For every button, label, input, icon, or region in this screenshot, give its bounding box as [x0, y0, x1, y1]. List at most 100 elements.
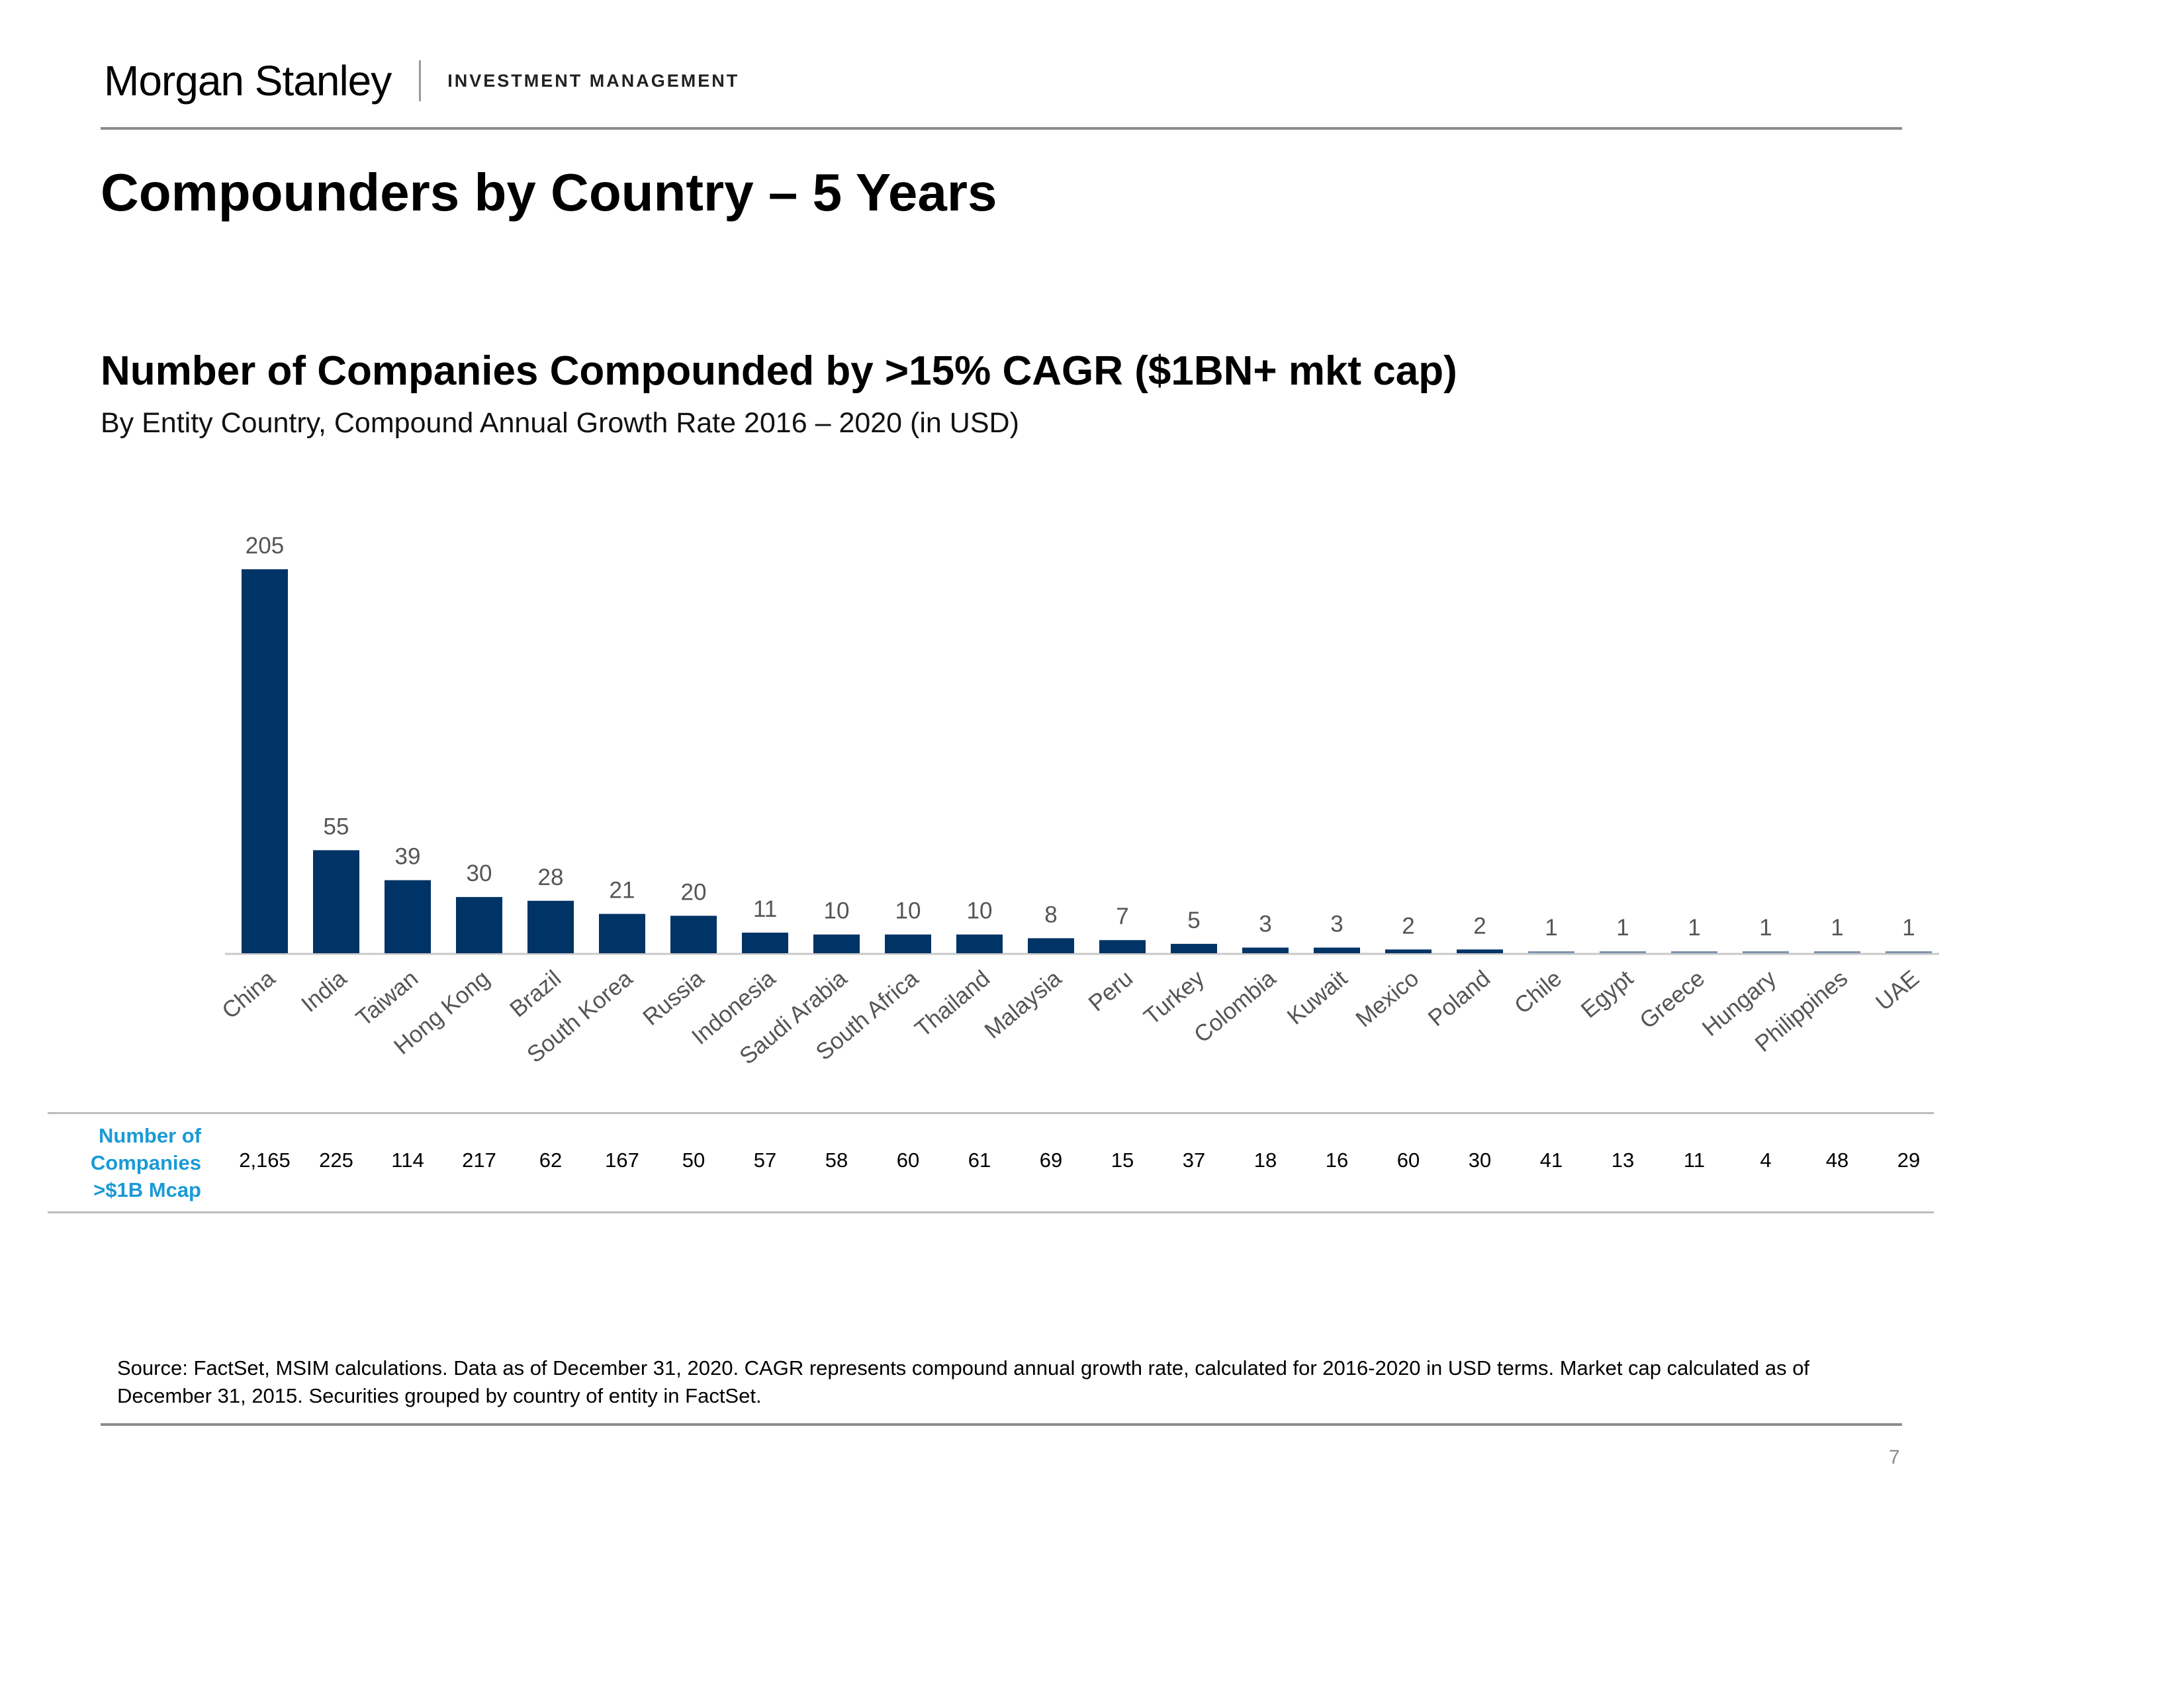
data-label: 7: [1116, 904, 1128, 929]
table-cell: 61: [968, 1149, 991, 1172]
data-label: 39: [395, 844, 421, 870]
data-label: 10: [967, 898, 993, 924]
table-cell: 15: [1111, 1149, 1134, 1172]
table-cell: 114: [391, 1149, 424, 1172]
data-label: 2: [1473, 913, 1486, 939]
data-label: 5: [1187, 908, 1200, 933]
data-label: 1: [1902, 915, 1915, 941]
table-row-label: Number of Companies >$1B Mcap: [91, 1122, 201, 1203]
bar: [385, 880, 431, 953]
table-cell: 60: [896, 1149, 920, 1172]
table-cell: 16: [1325, 1149, 1349, 1172]
x-tick-label: Egypt: [1576, 965, 1639, 1023]
data-label: 1: [1616, 915, 1629, 941]
table-cell: 37: [1182, 1149, 1206, 1172]
x-tick-label: Thailand: [910, 965, 995, 1042]
table-cell: 57: [753, 1149, 777, 1172]
bar: [313, 850, 359, 953]
bar: [599, 914, 645, 953]
footer-rule: [101, 1423, 1902, 1426]
x-tick-label: Brazil: [505, 965, 566, 1022]
bar: [1099, 940, 1146, 953]
x-tick-label: Kuwait: [1283, 965, 1353, 1030]
table-cell: 225: [319, 1149, 353, 1172]
bar: [1385, 949, 1432, 953]
data-label: 3: [1330, 912, 1343, 937]
chart-title: Number of Companies Compounded by >15% C…: [101, 348, 1457, 394]
data-label: 11: [753, 896, 777, 922]
table-cell: 4: [1760, 1149, 1772, 1172]
data-label: 55: [324, 814, 349, 839]
table-cell: 62: [539, 1149, 563, 1172]
bar: [1028, 938, 1074, 953]
data-label: 20: [681, 879, 707, 905]
bar: [1314, 947, 1360, 953]
data-label: 28: [538, 865, 564, 890]
x-tick-label: Malaysia: [979, 965, 1066, 1044]
x-tick-label: UAE: [1871, 965, 1924, 1015]
x-tick-label: Poland: [1424, 965, 1496, 1031]
table-cell: 69: [1039, 1149, 1063, 1172]
table-cell: 30: [1468, 1149, 1492, 1172]
header-rule: [101, 127, 1902, 130]
bar: [1242, 947, 1289, 953]
bar: [1600, 951, 1646, 953]
source-footnote: Source: FactSet, MSIM calculations. Data…: [117, 1356, 1810, 1407]
bar: [1671, 951, 1717, 953]
data-label: 2: [1402, 913, 1414, 939]
x-tick-label: Mexico: [1351, 965, 1424, 1032]
table-cell: 167: [605, 1149, 639, 1172]
table-cell: 48: [1825, 1149, 1849, 1172]
x-tick-label: Colombia: [1189, 965, 1281, 1048]
data-label: 3: [1259, 912, 1271, 937]
x-tick-label: India: [296, 965, 352, 1017]
x-tick-label: China: [217, 965, 281, 1024]
table-cell: 18: [1253, 1149, 1277, 1172]
table-cell: 13: [1611, 1149, 1635, 1172]
brand-name: Morgan Stanley: [104, 57, 392, 105]
table-cell: 11: [1683, 1149, 1706, 1172]
brand-division: INVESTMENT MANAGEMENT: [447, 70, 740, 91]
bar: [742, 932, 788, 953]
bar: [456, 897, 502, 953]
data-label: 8: [1044, 902, 1057, 927]
table-cell: 41: [1539, 1149, 1563, 1172]
bar: [813, 934, 860, 953]
page-title: Compounders by Country – 5 Years: [101, 163, 997, 222]
table-cell: 217: [462, 1149, 496, 1172]
row-label-line: >$1B Mcap: [93, 1178, 201, 1201]
data-label: 1: [1831, 915, 1843, 941]
table-top-rule: [48, 1112, 1934, 1114]
bar: [956, 934, 1003, 953]
data-label: 10: [895, 898, 921, 924]
table-cell: 58: [825, 1149, 848, 1172]
page-number: 7: [1889, 1446, 1900, 1468]
row-label-line: Number of: [99, 1124, 201, 1147]
table-cell: 29: [1897, 1149, 1921, 1172]
bar: [1743, 951, 1789, 953]
table-cell: 2,165: [239, 1149, 291, 1172]
bar: [1528, 951, 1574, 953]
bar: [527, 900, 574, 953]
table-cell: 60: [1396, 1149, 1420, 1172]
data-label: 21: [610, 878, 635, 904]
row-label-line: Companies: [90, 1151, 201, 1174]
bar: [1171, 943, 1217, 953]
data-label: 1: [1545, 915, 1557, 941]
data-label: 1: [1759, 915, 1772, 941]
table-bottom-rule: [48, 1211, 1934, 1213]
brand-divider: [419, 60, 422, 101]
bar: [1457, 949, 1503, 953]
x-tick-label: Peru: [1083, 965, 1138, 1016]
bar: [885, 934, 931, 953]
bar: [242, 569, 288, 953]
data-label: 10: [824, 898, 850, 924]
bar: [1814, 951, 1860, 953]
x-tick-label: Chile: [1510, 965, 1567, 1019]
data-label: 205: [246, 533, 284, 559]
bar: [1886, 951, 1932, 953]
brand-header: Morgan Stanley INVESTMENT MANAGEMENT: [104, 54, 739, 107]
data-label: 30: [467, 861, 492, 886]
chart-subtitle: By Entity Country, Compound Annual Growt…: [101, 407, 1019, 439]
